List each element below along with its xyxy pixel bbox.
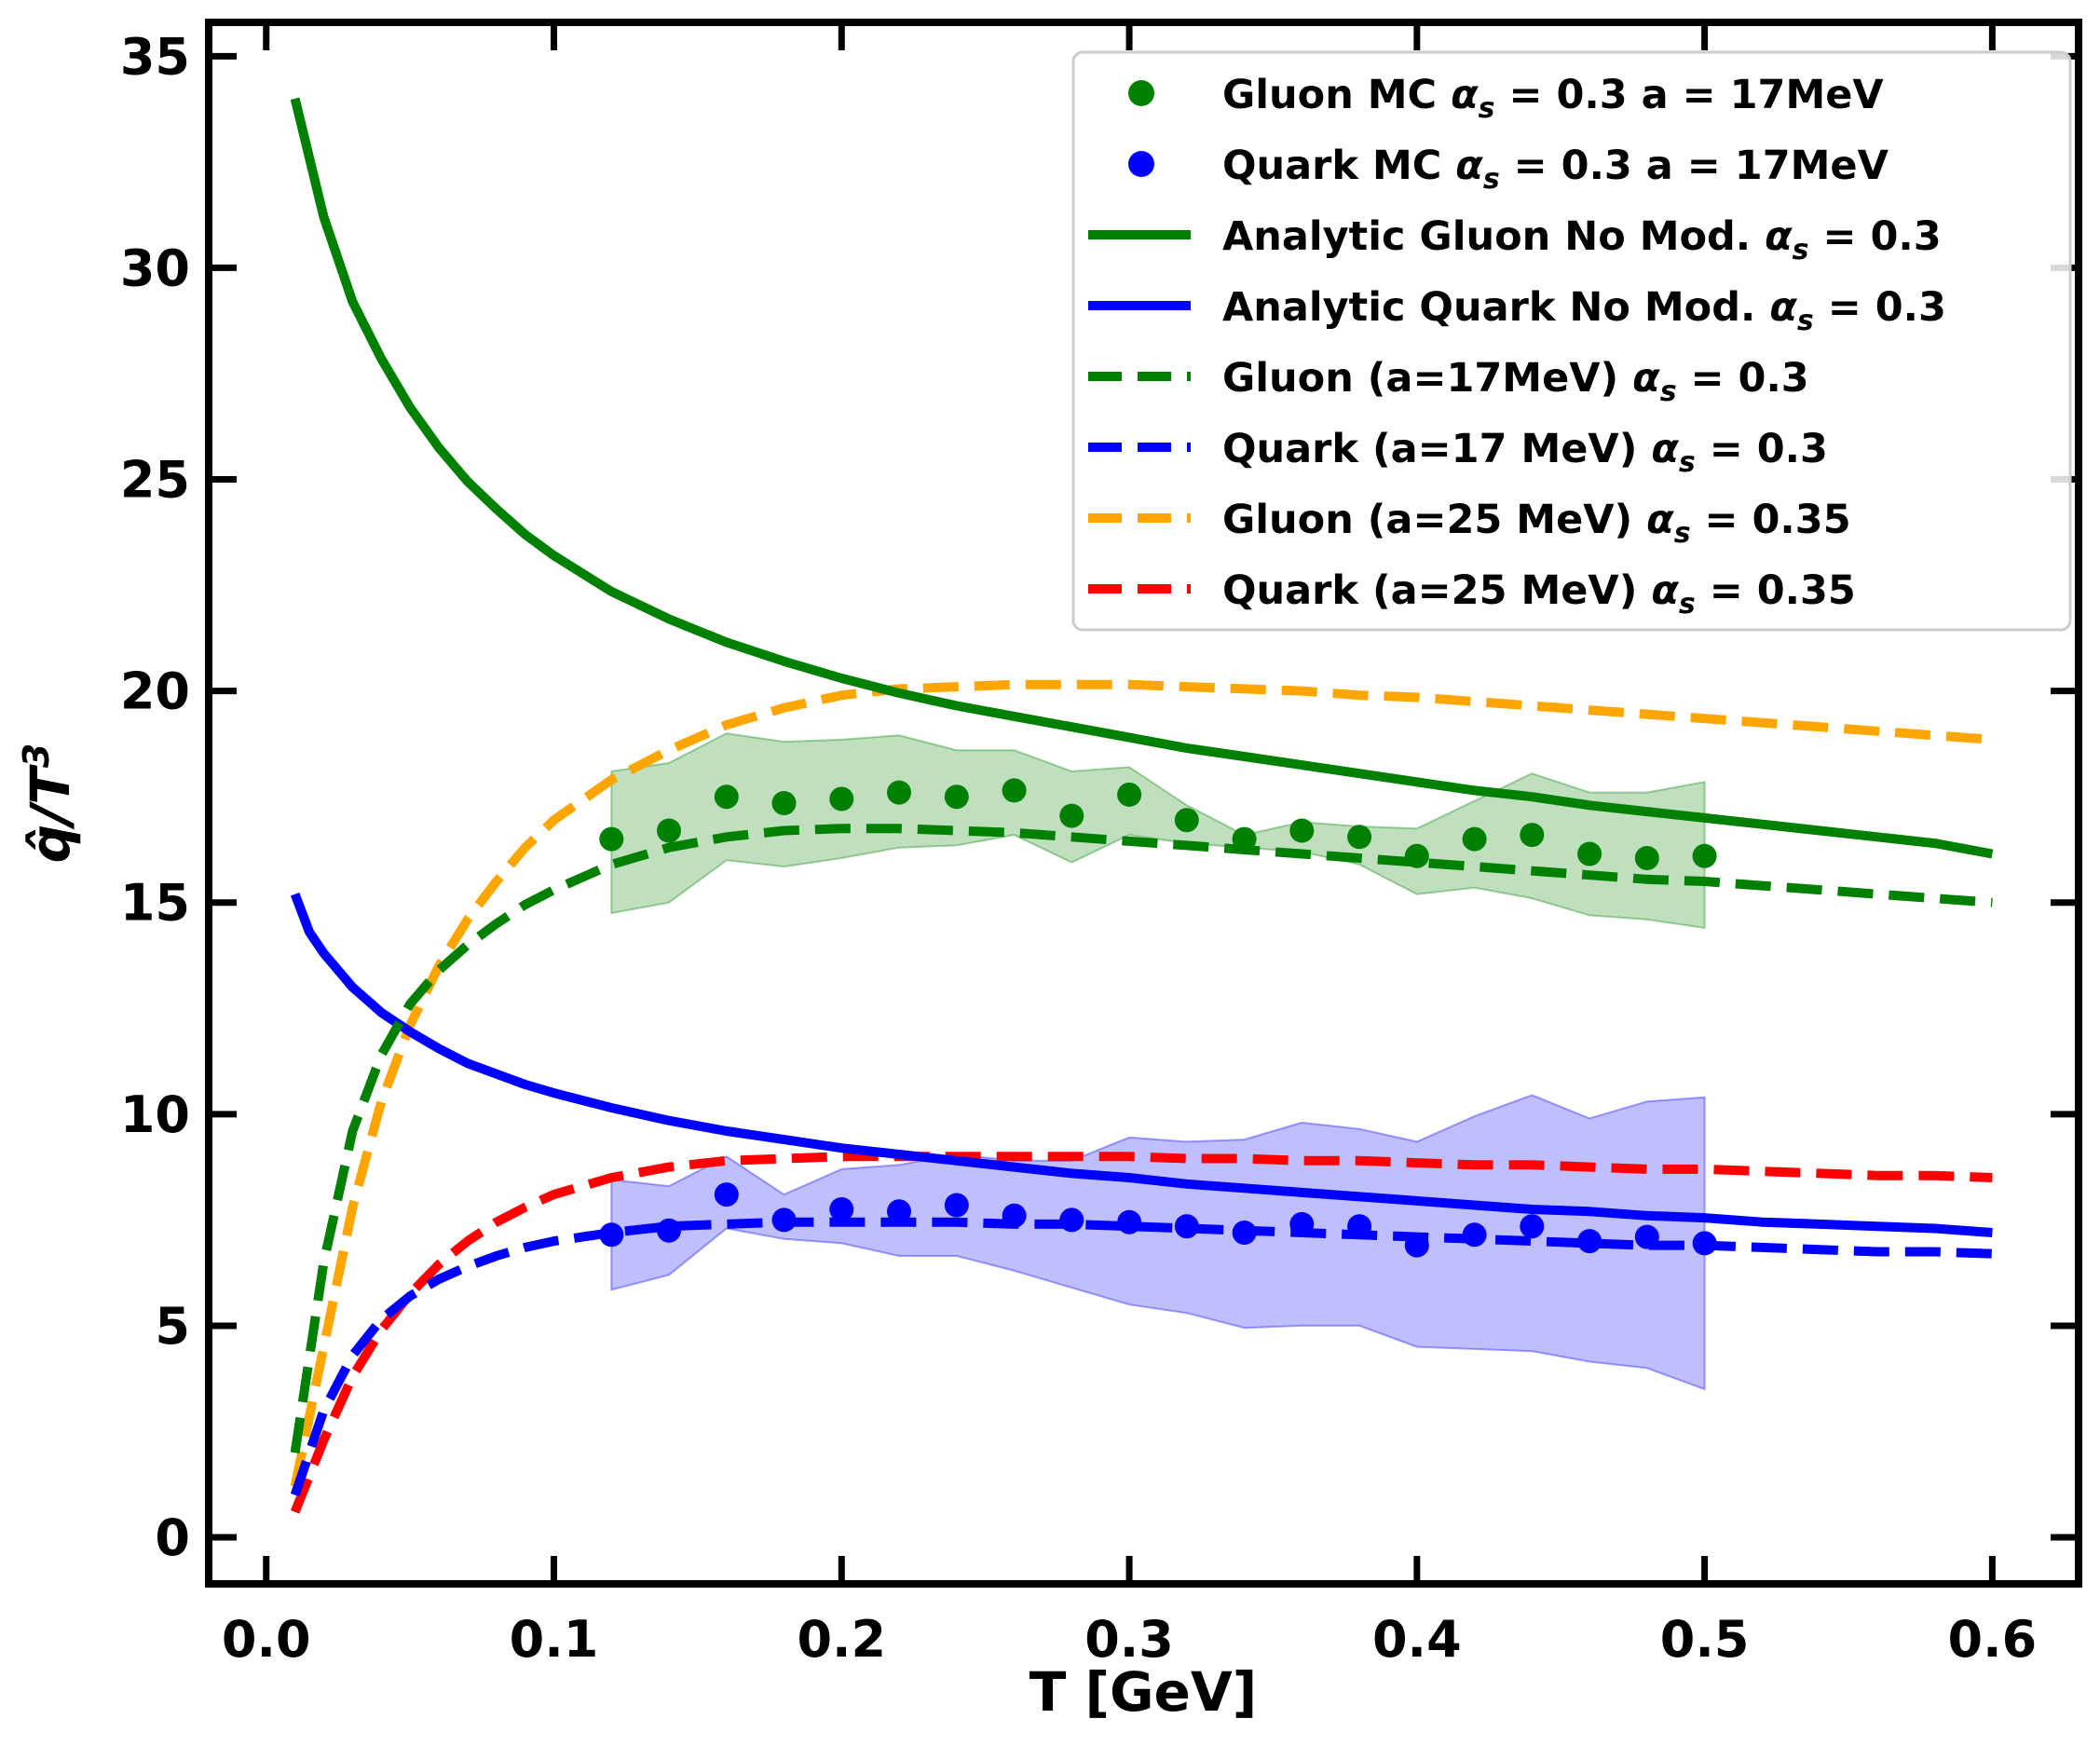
series-line-quark-a-25-mev bbox=[290, 1152, 1993, 1514]
data-point-quark-mc bbox=[1404, 1233, 1429, 1258]
data-point-quark-mc bbox=[1002, 1203, 1027, 1228]
data-point-gluon-mc bbox=[657, 818, 681, 843]
legend-item-gluon-mc: Gluon MC αs = 0.3 a = 17MeV bbox=[1128, 72, 1884, 125]
x-tick-label: 0.1 bbox=[510, 1610, 599, 1669]
legend-label: Analytic Gluon No Mod. αs = 0.3 bbox=[1222, 213, 1942, 266]
legend-item-analytic-quark-no-mod: Analytic Quark No Mod. αs = 0.3 bbox=[1088, 284, 1946, 337]
x-tick-label: 0.4 bbox=[1372, 1610, 1462, 1669]
legend-label: Quark (a=17 MeV) αs = 0.3 bbox=[1222, 426, 1828, 479]
series-line-analytic-quark-no-mod bbox=[290, 892, 1993, 1237]
y-tick-label: 35 bbox=[120, 27, 190, 86]
legend-label: Quark MC αs = 0.3 a = 17MeV bbox=[1222, 143, 1889, 196]
data-point-quark-mc bbox=[1059, 1207, 1084, 1233]
y-tick-label: 20 bbox=[120, 662, 190, 721]
data-point-gluon-mc bbox=[1002, 778, 1027, 803]
data-point-quark-mc bbox=[1289, 1211, 1315, 1236]
data-point-gluon-mc bbox=[771, 791, 797, 815]
legend-label: Gluon (a=17MeV) αs = 0.3 bbox=[1222, 355, 1809, 408]
y-tick-label: 0 bbox=[155, 1508, 190, 1567]
data-point-gluon-mc bbox=[1577, 841, 1602, 866]
data-point-quark-mc bbox=[1232, 1221, 1257, 1245]
y-tick-label: 25 bbox=[120, 451, 190, 510]
data-point-quark-mc bbox=[1174, 1214, 1199, 1239]
plot-frame bbox=[205, 19, 2082, 1588]
legend-label: Gluon (a=25 MeV) αs = 0.35 bbox=[1222, 497, 1851, 550]
legend: Gluon MC αs = 0.3 a = 17MeV Quark MC αs =… bbox=[1071, 50, 2072, 632]
legend-item-quark-a-17-mev: Quark (a=17 MeV) αs = 0.3 bbox=[1088, 426, 1828, 479]
data-point-gluon-mc bbox=[1174, 808, 1199, 833]
data-point-quark-mc bbox=[1462, 1222, 1487, 1248]
data-point-gluon-mc bbox=[1692, 843, 1717, 868]
data-point-quark-mc bbox=[887, 1199, 911, 1224]
series-line-gluon-a-25-mev bbox=[290, 679, 1993, 1488]
legend-item-gluon-a-17mev: Gluon (a=17MeV) αs = 0.3 bbox=[1088, 355, 1809, 408]
data-point-gluon-mc bbox=[1117, 782, 1142, 807]
data-point-quark-mc bbox=[944, 1193, 969, 1218]
x-tick-label: 0.5 bbox=[1660, 1610, 1750, 1669]
data-point-quark-mc bbox=[771, 1207, 797, 1233]
axis-ticks bbox=[209, 22, 2079, 1584]
data-point-gluon-mc bbox=[1520, 823, 1545, 848]
legend-marker bbox=[1128, 80, 1154, 106]
data-point-quark-mc bbox=[1634, 1224, 1659, 1249]
x-tick-label: 0.0 bbox=[222, 1610, 311, 1669]
x-axis-label: T [GeV] bbox=[1030, 1660, 1258, 1724]
quark-mc-band bbox=[610, 1094, 1706, 1391]
series-line-analytic-gluon-no-mod bbox=[290, 97, 1994, 859]
y-tick-label: 10 bbox=[120, 1085, 190, 1144]
y-tick-label: 15 bbox=[120, 874, 190, 933]
y-axis-label: q̂/T3 bbox=[16, 743, 82, 864]
legend-marker bbox=[1128, 151, 1154, 177]
data-point-quark-mc bbox=[1117, 1209, 1142, 1234]
data-point-gluon-mc bbox=[599, 826, 624, 852]
legend-label: Analytic Quark No Mod. αs = 0.3 bbox=[1222, 284, 1946, 337]
y-tick-label: 30 bbox=[120, 239, 190, 297]
tick-labels: 0.0 0.1 0.2 0.3 0.4 0.5 0.6 0 5 10 15 20 25 30 35 bbox=[120, 27, 2037, 1669]
data-point-gluon-mc bbox=[887, 780, 911, 805]
data-point-quark-mc bbox=[657, 1218, 681, 1243]
y-tick-label: 5 bbox=[155, 1297, 190, 1356]
series-line-gluon-a-17mev bbox=[290, 824, 1993, 1453]
legend-item-analytic-gluon-no-mod: Analytic Gluon No Mod. αs = 0.3 bbox=[1088, 213, 1942, 266]
legend-item-quark-a-25-mev: Quark (a=25 MeV) αs = 0.35 bbox=[1088, 567, 1856, 621]
legend-item-gluon-a-25-mev: Gluon (a=25 MeV) αs = 0.35 bbox=[1088, 497, 1851, 550]
gluon-mc-band bbox=[610, 732, 1706, 930]
data-point-gluon-mc bbox=[829, 786, 854, 812]
x-tick-label: 0.6 bbox=[1948, 1610, 2038, 1669]
error-bands bbox=[610, 732, 1706, 1391]
data-point-quark-mc bbox=[829, 1197, 854, 1221]
x-tick-label: 0.3 bbox=[1084, 1610, 1174, 1669]
data-point-gluon-mc bbox=[1289, 818, 1315, 843]
data-point-quark-mc bbox=[1520, 1214, 1545, 1239]
data-point-quark-mc bbox=[1347, 1214, 1372, 1239]
legend-label: Quark (a=25 MeV) αs = 0.35 bbox=[1222, 567, 1856, 621]
legend-label: Gluon MC αs = 0.3 a = 17MeV bbox=[1222, 72, 1884, 125]
data-point-gluon-mc bbox=[714, 784, 739, 810]
mc-points bbox=[599, 778, 1717, 1258]
data-point-gluon-mc bbox=[1462, 826, 1487, 852]
data-point-quark-mc bbox=[1577, 1229, 1602, 1254]
data-point-gluon-mc bbox=[1059, 803, 1084, 828]
data-point-quark-mc bbox=[1692, 1231, 1717, 1256]
data-point-quark-mc bbox=[599, 1222, 624, 1248]
legend-frame bbox=[1071, 50, 2072, 632]
data-point-gluon-mc bbox=[1634, 846, 1659, 870]
data-point-gluon-mc bbox=[1347, 825, 1372, 850]
x-tick-label: 0.2 bbox=[797, 1610, 886, 1669]
data-point-gluon-mc bbox=[944, 784, 969, 810]
legend-item-quark-mc: Quark MC αs = 0.3 a = 17MeV bbox=[1128, 143, 1889, 196]
data-point-gluon-mc bbox=[1404, 843, 1429, 868]
data-point-quark-mc bbox=[714, 1182, 739, 1207]
data-point-gluon-mc bbox=[1232, 826, 1257, 852]
